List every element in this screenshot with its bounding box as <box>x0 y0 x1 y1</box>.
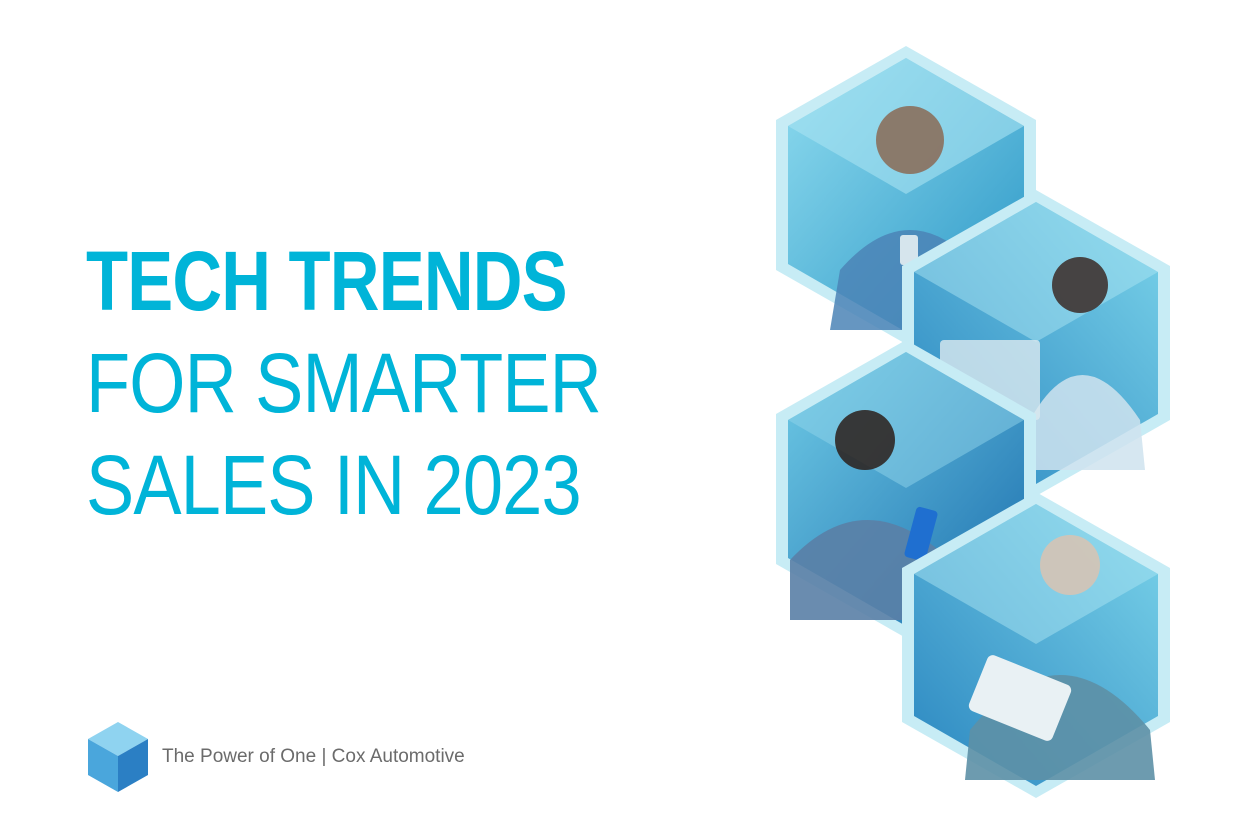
man-with-tablet-photo <box>902 492 1170 798</box>
headline-line-1: TECH TRENDS <box>86 234 568 328</box>
hexagon-photo-collage <box>776 46 1170 798</box>
cube-icon <box>88 722 148 792</box>
headline-line-3: SALES IN 2023 <box>86 438 582 532</box>
headline: TECH TRENDS FOR SMARTER SALES IN 2023 <box>86 230 726 536</box>
footer-tagline: The Power of One | Cox Automotive <box>162 746 465 767</box>
footer-brand: The Power of One | Cox Automotive <box>86 720 465 794</box>
headline-line-2: FOR SMARTER <box>86 336 602 430</box>
